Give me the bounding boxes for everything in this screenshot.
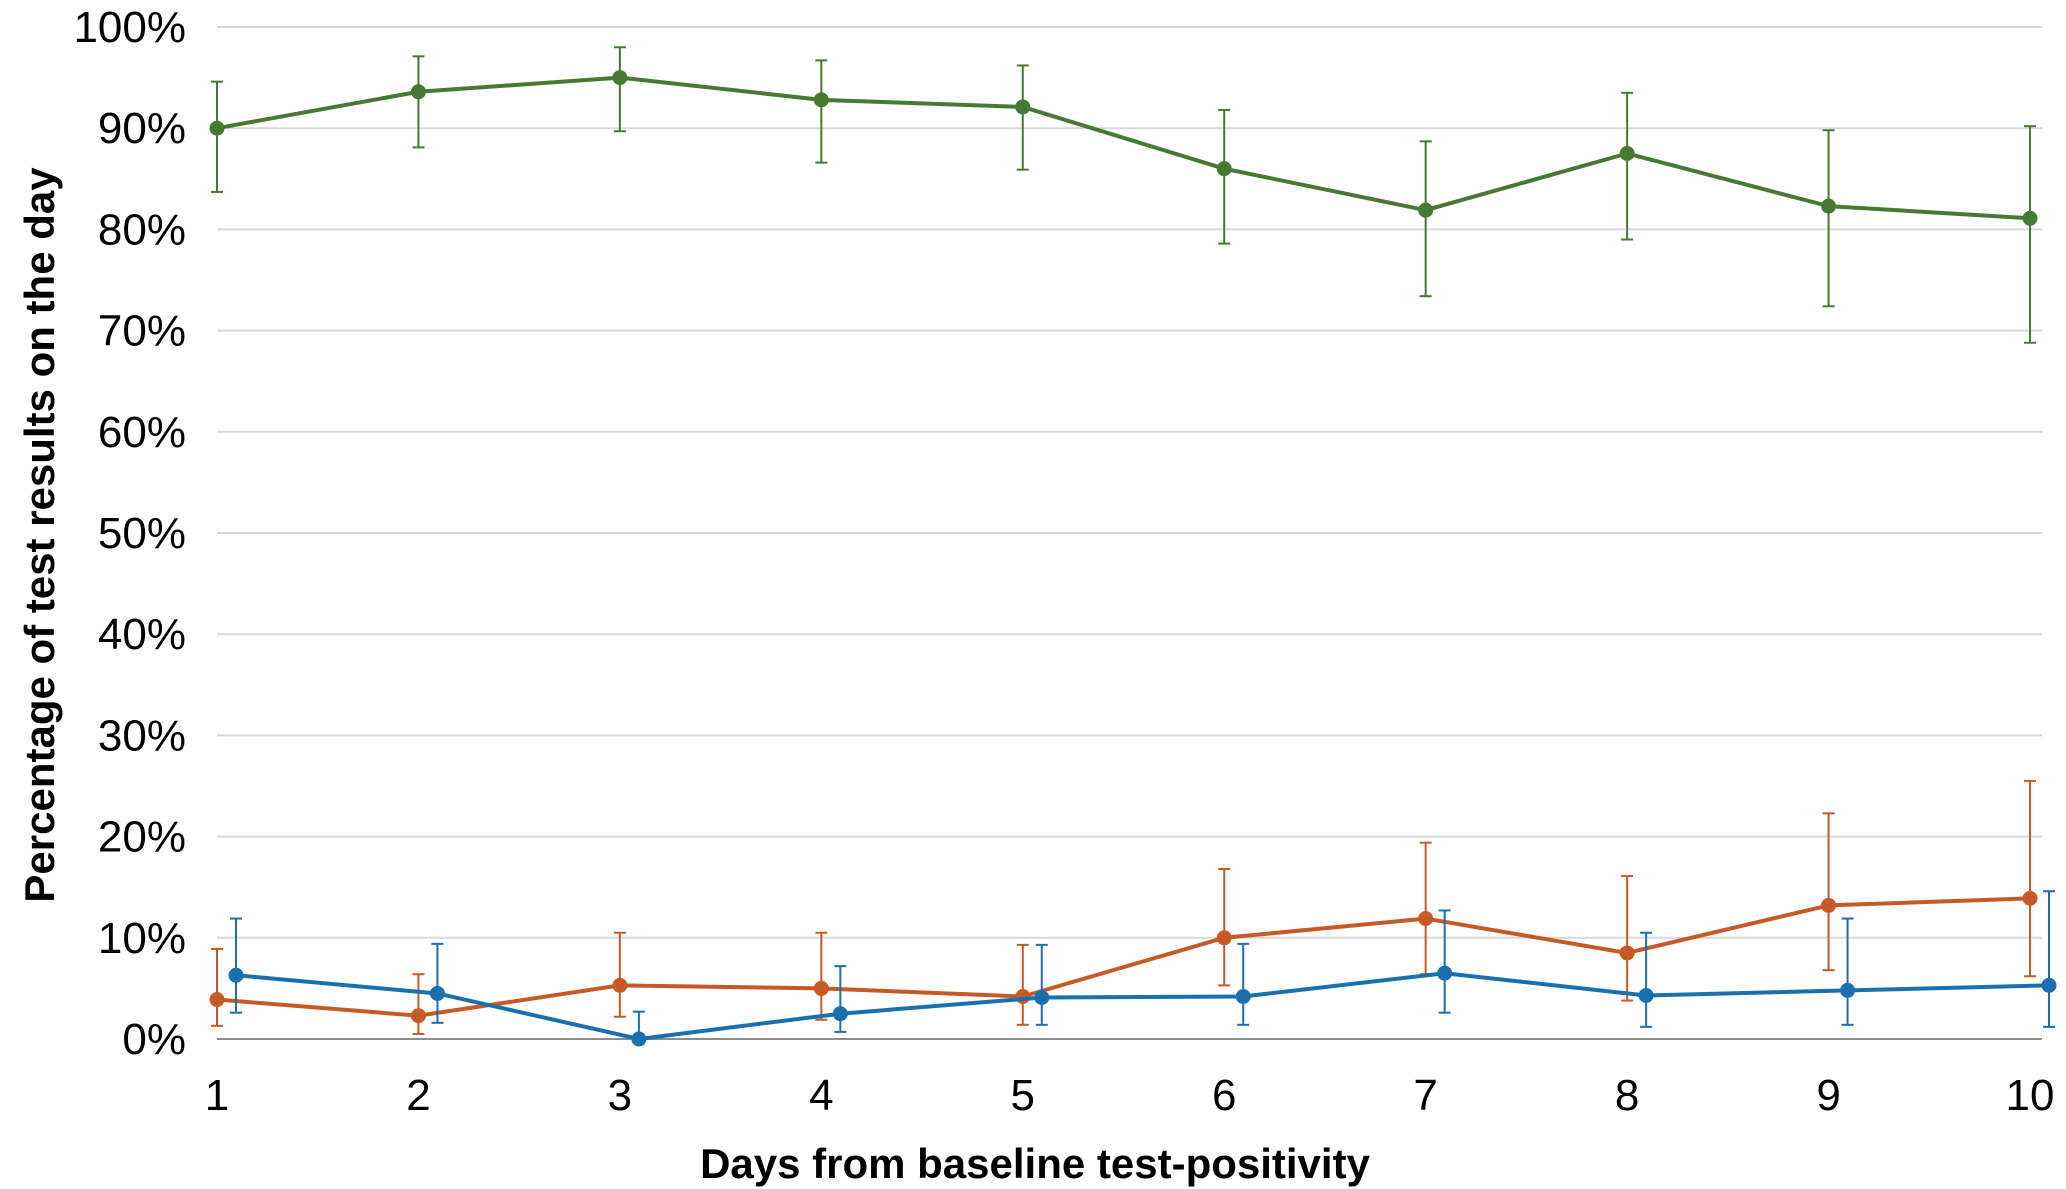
x-tick-label-4: 4 — [809, 1071, 833, 1120]
series-green-point-7 — [1418, 202, 1434, 218]
series-orange-point-10 — [2022, 890, 2038, 906]
x-tick-label-7: 7 — [1413, 1071, 1437, 1120]
series-green-point-5 — [1015, 99, 1031, 115]
series-green — [209, 46, 2038, 344]
y-tick-label-100: 100% — [73, 3, 186, 52]
y-tick-label-10: 10% — [98, 914, 186, 963]
x-tick-label-10: 10 — [2006, 1071, 2055, 1120]
series-orange-point-2 — [410, 1008, 426, 1024]
gridlines — [217, 26, 2042, 1040]
x-tick-label-1: 1 — [205, 1071, 229, 1120]
series-orange-point-1 — [209, 992, 225, 1008]
y-tick-label-50: 50% — [98, 509, 186, 558]
series-green-point-10 — [2022, 210, 2038, 226]
series-green-point-2 — [410, 84, 426, 100]
x-tick-label-2: 2 — [406, 1071, 430, 1120]
y-axis-title: Percentage of test results on the day — [16, 167, 63, 903]
x-axis-ticks: 1 2 3 4 5 6 7 8 9 10 — [205, 1071, 2055, 1120]
series-blue-point-9 — [1840, 982, 1856, 998]
series-blue-point-1 — [228, 967, 244, 983]
series-blue-point-8 — [1638, 987, 1654, 1003]
series-orange-point-4 — [813, 980, 829, 996]
series-orange-line — [216, 896, 2031, 1018]
series-green-point-1 — [209, 120, 225, 136]
series-blue-point-5 — [1034, 990, 1050, 1006]
y-axis-ticks: 0% 10% 20% 30% 40% 50% 60% 70% 80% 90% 100% — [73, 3, 186, 1064]
x-tick-label-5: 5 — [1011, 1071, 1035, 1120]
y-tick-label-20: 20% — [98, 813, 186, 862]
series — [209, 46, 2057, 1047]
series-orange-point-5 — [1015, 988, 1031, 1004]
y-tick-label-60: 60% — [98, 408, 186, 457]
x-tick-label-6: 6 — [1212, 1071, 1236, 1120]
series-blue-point-10 — [2041, 977, 2057, 993]
series-green-line — [216, 75, 2031, 221]
y-tick-label-80: 80% — [98, 205, 186, 254]
y-tick-label-90: 90% — [98, 104, 186, 153]
series-blue-point-4 — [832, 1006, 848, 1022]
series-green-point-4 — [813, 92, 829, 108]
x-tick-label-8: 8 — [1615, 1071, 1639, 1120]
series-orange-point-8 — [1619, 945, 1635, 961]
x-axis-title: Days from baseline test-positivity — [700, 1140, 1371, 1187]
y-tick-label-0: 0% — [122, 1015, 186, 1064]
y-tick-label-40: 40% — [98, 610, 186, 659]
x-tick-label-3: 3 — [608, 1071, 632, 1120]
series-green-point-6 — [1216, 161, 1232, 177]
series-blue-point-6 — [1235, 988, 1251, 1004]
series-green-point-9 — [1821, 198, 1837, 214]
y-tick-label-70: 70% — [98, 307, 186, 356]
series-blue-point-7 — [1437, 965, 1453, 981]
series-orange-point-9 — [1821, 897, 1837, 913]
series-green-point-3 — [612, 70, 628, 86]
series-blue-point-3 — [631, 1031, 647, 1047]
series-blue — [228, 890, 2057, 1047]
series-orange-point-7 — [1418, 911, 1434, 927]
series-orange-point-6 — [1216, 930, 1232, 946]
series-orange — [209, 779, 2038, 1035]
series-blue-line — [235, 971, 2050, 1041]
series-blue-point-2 — [429, 985, 445, 1001]
series-green-point-8 — [1619, 146, 1635, 161]
y-tick-label-30: 30% — [98, 711, 186, 760]
x-tick-label-9: 9 — [1816, 1071, 1840, 1120]
series-orange-point-3 — [612, 977, 628, 993]
